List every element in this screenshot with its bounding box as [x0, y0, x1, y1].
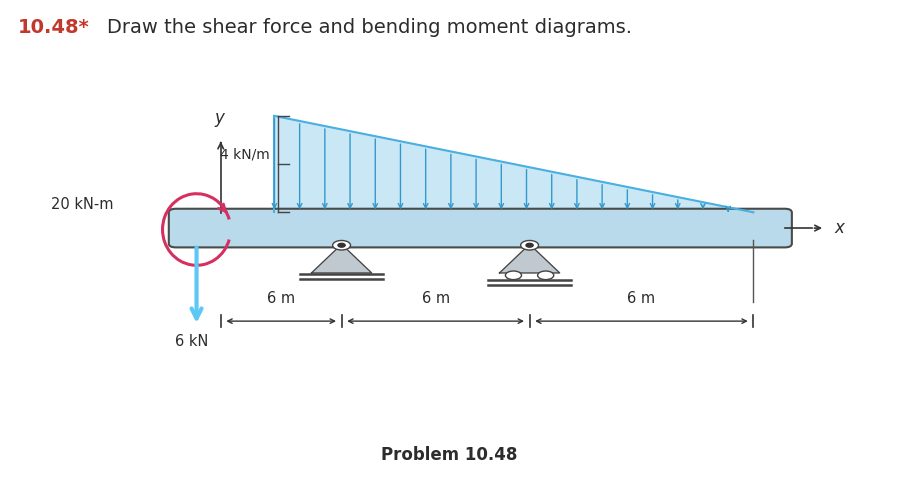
Text: $x$: $x$ — [834, 219, 847, 237]
Text: $y$: $y$ — [215, 111, 227, 129]
Circle shape — [538, 271, 554, 280]
Text: 6 m: 6 m — [267, 291, 295, 306]
Polygon shape — [499, 244, 559, 273]
Text: Draw the shear force and bending moment diagrams.: Draw the shear force and bending moment … — [107, 18, 632, 37]
Circle shape — [332, 240, 350, 250]
Text: 6 m: 6 m — [628, 291, 656, 306]
Circle shape — [526, 243, 533, 247]
Text: 6 kN: 6 kN — [175, 335, 208, 349]
Circle shape — [338, 243, 345, 247]
Text: Problem 10.48: Problem 10.48 — [381, 446, 517, 464]
Text: 20 kN-m: 20 kN-m — [50, 197, 113, 212]
FancyBboxPatch shape — [169, 209, 792, 247]
Circle shape — [521, 240, 539, 250]
Text: 4 kN/m: 4 kN/m — [220, 147, 270, 162]
Text: 6 m: 6 m — [421, 291, 450, 306]
Text: 10.48*: 10.48* — [17, 18, 89, 37]
Polygon shape — [275, 116, 753, 212]
Polygon shape — [312, 244, 372, 273]
Circle shape — [506, 271, 522, 280]
